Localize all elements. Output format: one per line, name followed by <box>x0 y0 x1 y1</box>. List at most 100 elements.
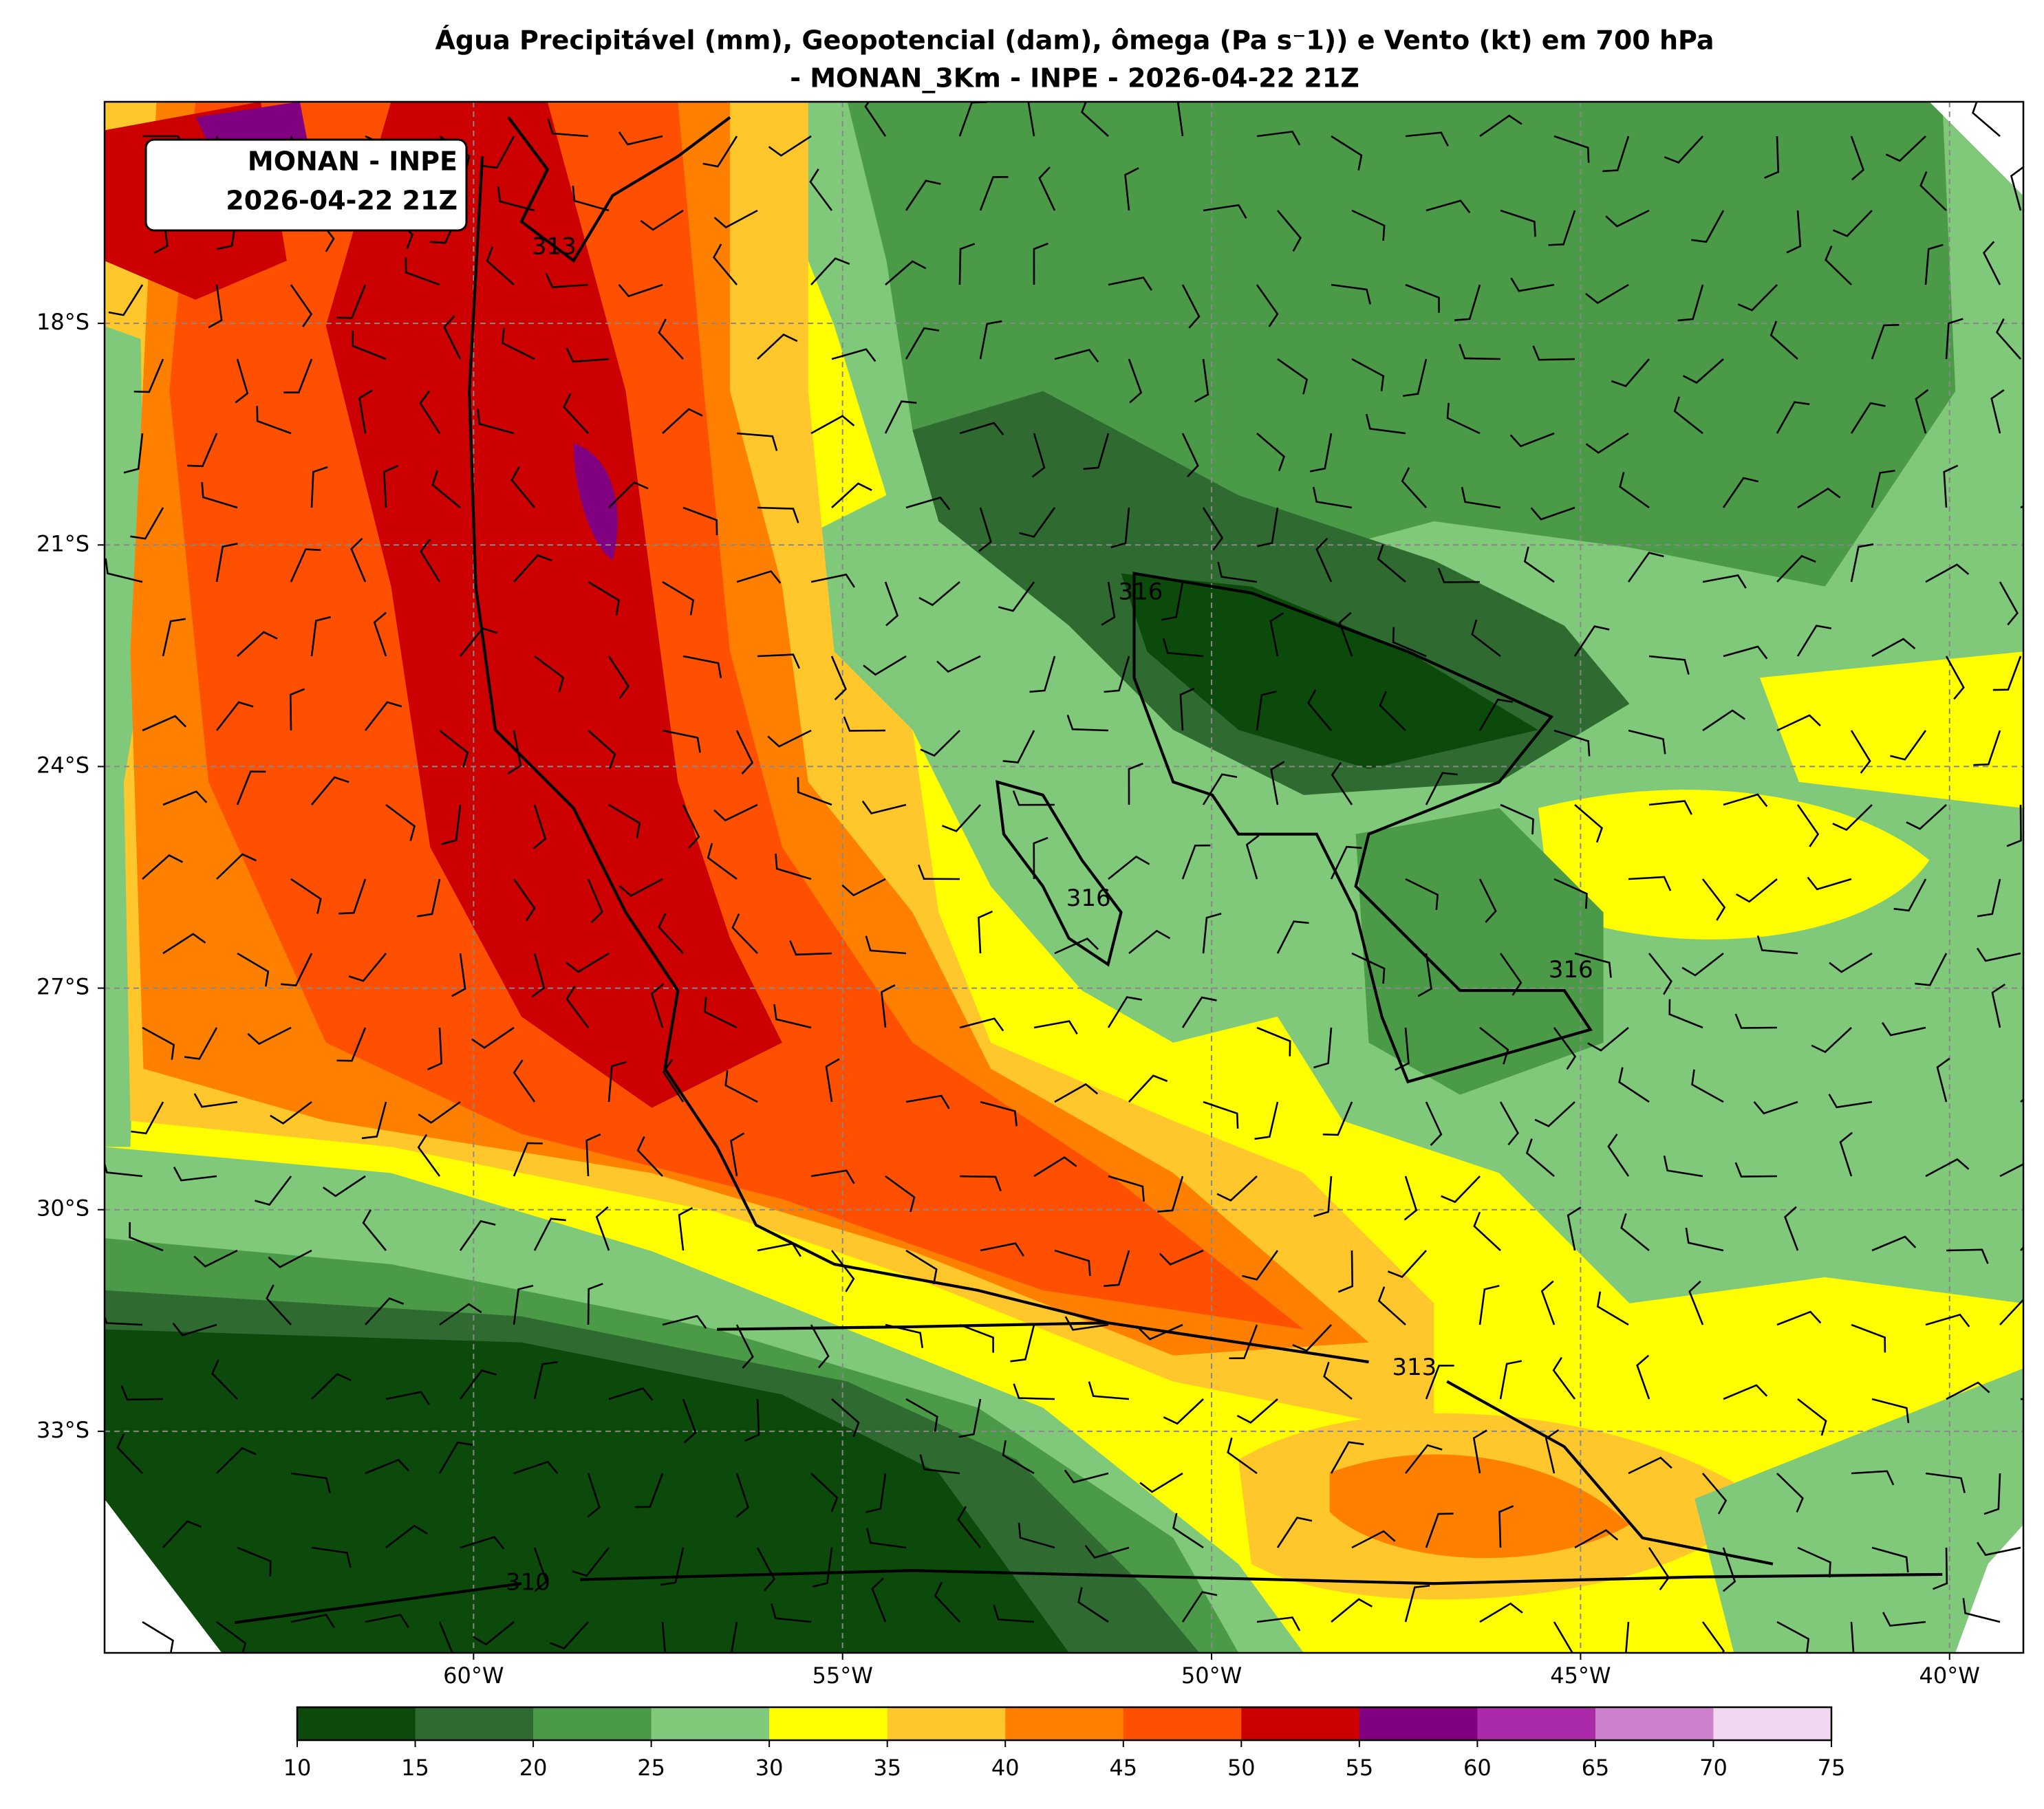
wind-barb <box>1983 1473 2001 1515</box>
wind-barb <box>841 878 886 897</box>
wind-barb <box>1104 656 1130 693</box>
wind-barb <box>1405 283 1440 313</box>
wind-barb <box>162 618 186 657</box>
wind-barb <box>1881 1021 1926 1037</box>
wind-barb <box>534 655 565 693</box>
colorbar-bin <box>887 1707 1006 1740</box>
wind-barb <box>1203 1101 1239 1129</box>
wind-barb <box>513 1460 559 1475</box>
colorbar-label: 70 <box>1699 1755 1728 1781</box>
wind-barb <box>1925 1472 1966 1493</box>
wind-barb <box>731 913 758 954</box>
wind-barb <box>361 1101 387 1140</box>
wind-barb <box>1088 1381 1130 1400</box>
wind-barb <box>1054 1083 1099 1103</box>
wind-barb <box>1619 472 1650 509</box>
wind-barb <box>1500 209 1536 237</box>
wind-barb <box>1850 543 1874 583</box>
wind-barb <box>1437 567 1481 583</box>
wind-barb <box>290 1614 335 1628</box>
wind-barb <box>268 1249 312 1268</box>
wind-barb <box>1668 999 1703 1029</box>
wind-barb <box>1925 1158 1970 1178</box>
wind-barb <box>336 284 367 319</box>
wind-barb <box>162 1520 202 1548</box>
wind-barb <box>105 558 143 583</box>
wind-barb <box>1735 878 1778 903</box>
wind-barb <box>1312 486 1353 509</box>
wind-barb <box>105 1160 143 1178</box>
wind-barb <box>1839 1131 1853 1177</box>
wind-barb <box>1871 1398 1910 1423</box>
colorbar-label: 40 <box>991 1755 1020 1781</box>
wind-barb <box>256 406 292 435</box>
wind-barb <box>1776 714 1821 732</box>
colorbar-label: 50 <box>1227 1755 1256 1781</box>
wind-barb <box>290 1472 331 1493</box>
wind-barb <box>1331 135 1363 171</box>
wind-barb <box>1850 1621 1855 1653</box>
wind-barb <box>471 1026 515 1049</box>
wind-barb <box>1315 537 1333 583</box>
wind-barb <box>1924 243 1944 285</box>
wind-barb <box>1033 1020 1078 1035</box>
wind-barb <box>281 953 313 987</box>
colorbar-label: 45 <box>1109 1755 1137 1781</box>
wind-barb <box>1322 1101 1353 1136</box>
wind-barb <box>810 1473 839 1513</box>
wind-barb <box>1351 358 1385 391</box>
wind-barb <box>173 1167 217 1182</box>
wind-barb <box>385 1524 428 1549</box>
colorbar-bin <box>1005 1707 1124 1740</box>
wind-barb <box>608 1387 654 1401</box>
wind-barb <box>1627 552 1664 583</box>
wind-barb <box>1033 836 1048 880</box>
wind-barb <box>920 730 960 757</box>
title-line-2: - MONAN_3Km - INPE - 2026-04-22 21Z <box>790 63 1359 94</box>
wind-barb <box>385 803 416 841</box>
wind-barb <box>744 1398 760 1442</box>
wind-barb <box>1110 507 1130 548</box>
wind-barb <box>756 1547 776 1592</box>
wind-barb <box>1663 1155 1703 1178</box>
wind-barb <box>1701 878 1726 921</box>
wind-barb <box>532 804 547 849</box>
wind-barb <box>1500 803 1534 835</box>
wind-barb <box>310 466 328 508</box>
wind-barb <box>1054 349 1099 363</box>
lon-tick-label: 45°W <box>1550 1662 1611 1689</box>
wind-barb <box>936 655 981 673</box>
wind-barb <box>810 257 850 285</box>
wind-barb <box>1454 284 1481 321</box>
colorbar-label: 15 <box>401 1755 429 1781</box>
wind-barb <box>1401 467 1427 508</box>
wind-barb <box>531 953 546 998</box>
wind-barb <box>1478 878 1497 923</box>
wind-barb <box>1479 1026 1509 1065</box>
wind-barb <box>443 315 462 360</box>
wind-barb <box>1499 1101 1519 1146</box>
wind-barb <box>1498 1505 1514 1548</box>
wind-barb <box>1038 166 1056 211</box>
wind-barb <box>1587 1026 1629 1052</box>
wind-barb <box>533 1361 558 1400</box>
wind-barb <box>1181 844 1211 880</box>
wind-barb <box>1648 800 1692 815</box>
wind-barb <box>1797 1398 1827 1436</box>
wind-barb <box>1702 709 1745 732</box>
wind-barb <box>864 102 887 137</box>
wind-barb <box>735 1324 754 1369</box>
wind-barb <box>1179 687 1195 731</box>
wind-barb <box>1162 638 1204 658</box>
wind-barb <box>1157 1176 1184 1213</box>
wind-barb <box>1256 1026 1291 1057</box>
wind-barb <box>235 358 249 404</box>
colorbar-bin <box>1123 1707 1242 1740</box>
wind-barb <box>266 1284 292 1325</box>
wind-barb <box>1636 1354 1650 1400</box>
wind-barb <box>1523 546 1555 583</box>
wind-barb <box>1553 135 1590 163</box>
wind-barb <box>1181 996 1217 1028</box>
wind-barb <box>142 854 184 880</box>
wind-barb <box>1723 793 1768 808</box>
